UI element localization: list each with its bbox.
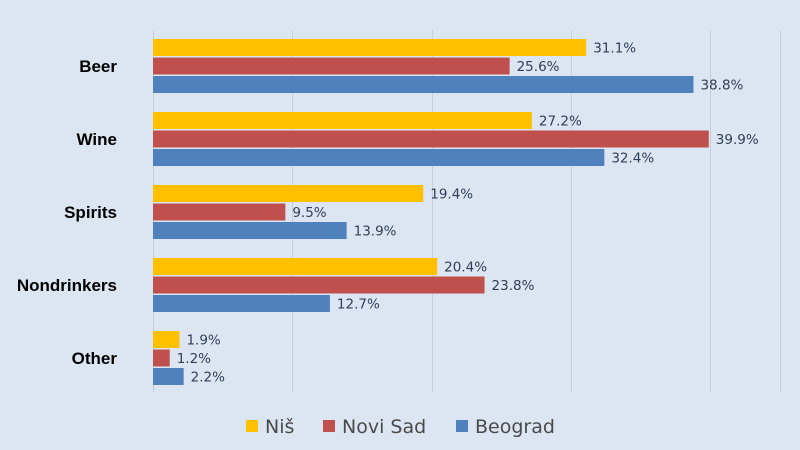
data-label-wine-1: 39.9% — [716, 132, 759, 148]
data-label-other-1: 1.2% — [177, 351, 211, 367]
legend-swatch-1 — [323, 420, 335, 432]
bar-beer-2 — [153, 76, 694, 93]
bar-beer-1 — [153, 57, 510, 75]
bar-nondrinkers-0 — [153, 258, 438, 275]
bar-beer-0 — [153, 39, 587, 56]
data-label-spirits-1: 9.5% — [292, 205, 326, 221]
bar-other-2 — [153, 368, 184, 385]
legend-swatch-0 — [246, 420, 258, 432]
legend-label-0: Niš — [265, 416, 294, 438]
category-label-beer: Beer — [79, 57, 117, 76]
legend-label-1: Novi Sad — [342, 416, 426, 438]
legend: Niš Novi Sad Beograd — [246, 416, 555, 438]
bar-wine-2 — [153, 149, 605, 166]
data-label-spirits-0: 19.4% — [430, 187, 473, 203]
data-label-beer-0: 31.1% — [593, 41, 636, 57]
bar-spirits-1 — [153, 203, 286, 221]
data-label-spirits-2: 13.9% — [354, 224, 397, 240]
data-label-other-2: 2.2% — [191, 370, 225, 386]
legend-swatch-2 — [456, 420, 468, 432]
data-label-other-0: 1.9% — [186, 333, 220, 349]
category-label-nondrinkers: Nondrinkers — [17, 276, 117, 295]
data-label-nondrinkers-1: 23.8% — [492, 278, 535, 294]
category-label-other: Other — [72, 349, 118, 368]
category-label-spirits: Spirits — [64, 203, 117, 222]
data-labels: 31.1% 25.6% 38.8% 27.2% 39.9% 32.4% 19.4% 9.5% 1… — [177, 41, 759, 386]
bar-nondrinkers-1 — [153, 276, 485, 294]
category-labels: Beer Wine Spirits Nondrinkers Other — [17, 57, 118, 368]
data-label-nondrinkers-2: 12.7% — [337, 297, 380, 313]
data-label-beer-1: 25.6% — [517, 59, 560, 75]
bar-spirits-2 — [153, 222, 347, 239]
legend-label-2: Beograd — [475, 416, 555, 438]
bar-other-0 — [153, 331, 180, 348]
data-label-wine-0: 27.2% — [539, 114, 582, 130]
bar-other-1 — [153, 349, 170, 367]
category-label-wine: Wine — [77, 130, 117, 149]
bar-wine-1 — [153, 130, 709, 148]
bar-spirits-0 — [153, 185, 424, 202]
bar-nondrinkers-2 — [153, 295, 330, 312]
bars — [153, 39, 709, 385]
data-label-beer-2: 38.8% — [700, 78, 743, 94]
data-label-nondrinkers-0: 20.4% — [444, 260, 487, 276]
data-label-wine-2: 32.4% — [611, 151, 654, 167]
bar-wine-0 — [153, 112, 532, 129]
